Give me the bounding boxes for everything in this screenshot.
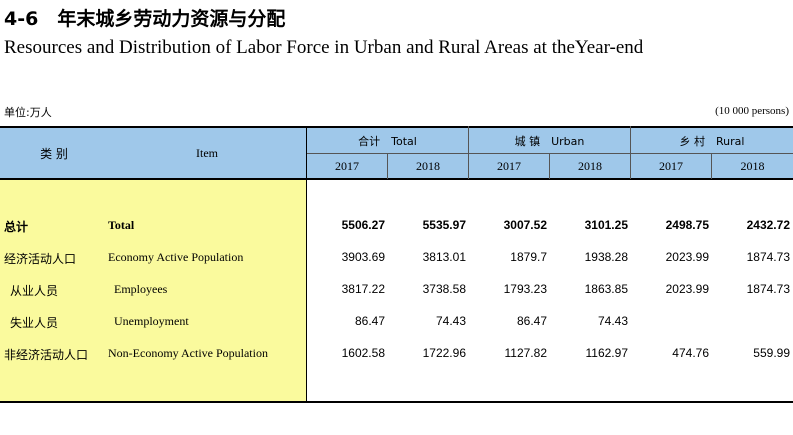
table-cell-value: 3813.01 xyxy=(422,250,466,264)
header-year: 2017 xyxy=(335,158,359,173)
header-background xyxy=(0,126,793,179)
table-cell-value: 3817.22 xyxy=(341,282,385,296)
row-label-cn: 经济活动人口 xyxy=(4,252,77,266)
table-cell-value: 74.43 xyxy=(597,314,628,328)
table-cell-value: 5535.97 xyxy=(422,218,466,232)
table-bottom-rule xyxy=(0,401,793,403)
table-cell-value: 2023.99 xyxy=(665,250,709,264)
header-category-cn: 类 别 xyxy=(40,146,68,161)
table-cell-value: 1879.7 xyxy=(510,250,547,264)
table-cell-value: 1602.58 xyxy=(341,346,385,360)
table-cell-value: 2023.99 xyxy=(665,282,709,296)
table-top-rule xyxy=(0,126,793,128)
table-cell-value: 474.76 xyxy=(672,346,709,360)
header-year: 2017 xyxy=(659,158,683,173)
row-label-en: Total xyxy=(108,218,135,232)
row-label-en: Unemployment xyxy=(114,314,189,328)
table-cell-value: 86.47 xyxy=(516,314,547,328)
row-label-cn: 总计 xyxy=(4,220,29,234)
header-divider-label xyxy=(306,126,307,401)
page-title-en: Resources and Distribution of Labor Forc… xyxy=(4,37,644,58)
table-cell-value: 1938.28 xyxy=(584,250,628,264)
table-cell-value: 3738.58 xyxy=(422,282,466,296)
row-label-en: Non-Economy Active Population xyxy=(108,346,268,360)
table-cell-value: 3903.69 xyxy=(341,250,385,264)
table-cell-value: 1793.23 xyxy=(503,282,547,296)
header-group-rural: 乡 村 Rural xyxy=(679,134,745,148)
unit-label-cn: 单位:万人 xyxy=(4,106,52,119)
header-year: 2017 xyxy=(497,158,521,173)
header-year: 2018 xyxy=(578,158,602,173)
label-column-background xyxy=(0,179,306,401)
row-label-cn: 失业人员 xyxy=(10,316,59,330)
header-divider-group-2 xyxy=(630,126,631,179)
header-year: 2018 xyxy=(416,158,440,173)
header-bottom-rule xyxy=(0,178,793,180)
row-label-en: Employees xyxy=(114,282,168,296)
header-divider-year-3 xyxy=(711,153,712,179)
header-divider-year-1 xyxy=(387,153,388,179)
table-cell-value: 1127.82 xyxy=(504,346,548,360)
header-group-urban: 城 镇 Urban xyxy=(514,134,585,148)
row-label-cn: 非经济活动人口 xyxy=(4,348,89,362)
table-cell-value: 3007.52 xyxy=(503,218,547,232)
table-cell-value: 1874.73 xyxy=(746,250,790,264)
table-cell-value: 559.99 xyxy=(753,346,790,360)
table-cell-value: 1874.73 xyxy=(746,282,790,296)
table-cell-value: 2498.75 xyxy=(665,218,709,232)
labor-force-table: 类 别 Item 合计 Total 城 镇 Urban 乡 村 Rural 20… xyxy=(0,126,793,403)
header-divider-year-2 xyxy=(549,153,550,179)
header-group-total: 合计 Total xyxy=(358,134,417,148)
table-cell-value: 3101.25 xyxy=(584,218,628,232)
table-cell-value: 1722.96 xyxy=(422,346,466,360)
header-divider-group-1 xyxy=(468,126,469,179)
header-item-en: Item xyxy=(196,145,218,160)
page-title-cn: 4-6 年末城乡劳动力资源与分配 xyxy=(4,8,286,30)
table-cell-value: 5506.27 xyxy=(341,218,385,232)
header-year: 2018 xyxy=(740,158,765,173)
table-cell-value: 1863.85 xyxy=(584,282,628,296)
row-label-cn: 从业人员 xyxy=(10,284,59,298)
table-cell-value: 74.43 xyxy=(435,314,466,328)
table-cell-value: 2432.72 xyxy=(746,218,790,232)
table-cell-value: 1162.97 xyxy=(585,346,629,360)
row-label-en: Economy Active Population xyxy=(108,250,244,264)
unit-label-en: (10 000 persons) xyxy=(715,105,789,117)
table-cell-value: 86.47 xyxy=(354,314,385,328)
